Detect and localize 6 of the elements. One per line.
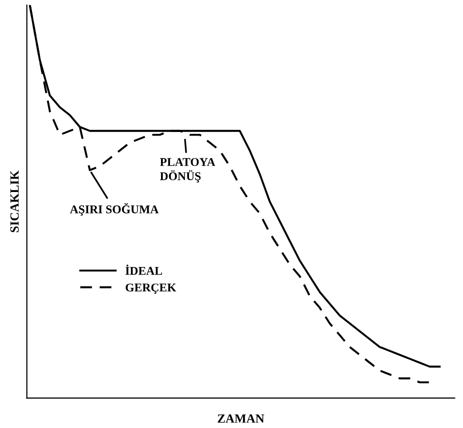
legend-label: İDEAL	[126, 264, 162, 275]
legend-label: GERÇEK	[126, 284, 176, 294]
annotation: AŞIRI SOĞUMA	[70, 203, 159, 216]
y-axis-title: SICAKLIK	[10, 170, 19, 232]
x-axis-title: ZAMAN	[218, 414, 264, 423]
annotation: PLATOYA DÖNÜŞ	[160, 158, 216, 183]
